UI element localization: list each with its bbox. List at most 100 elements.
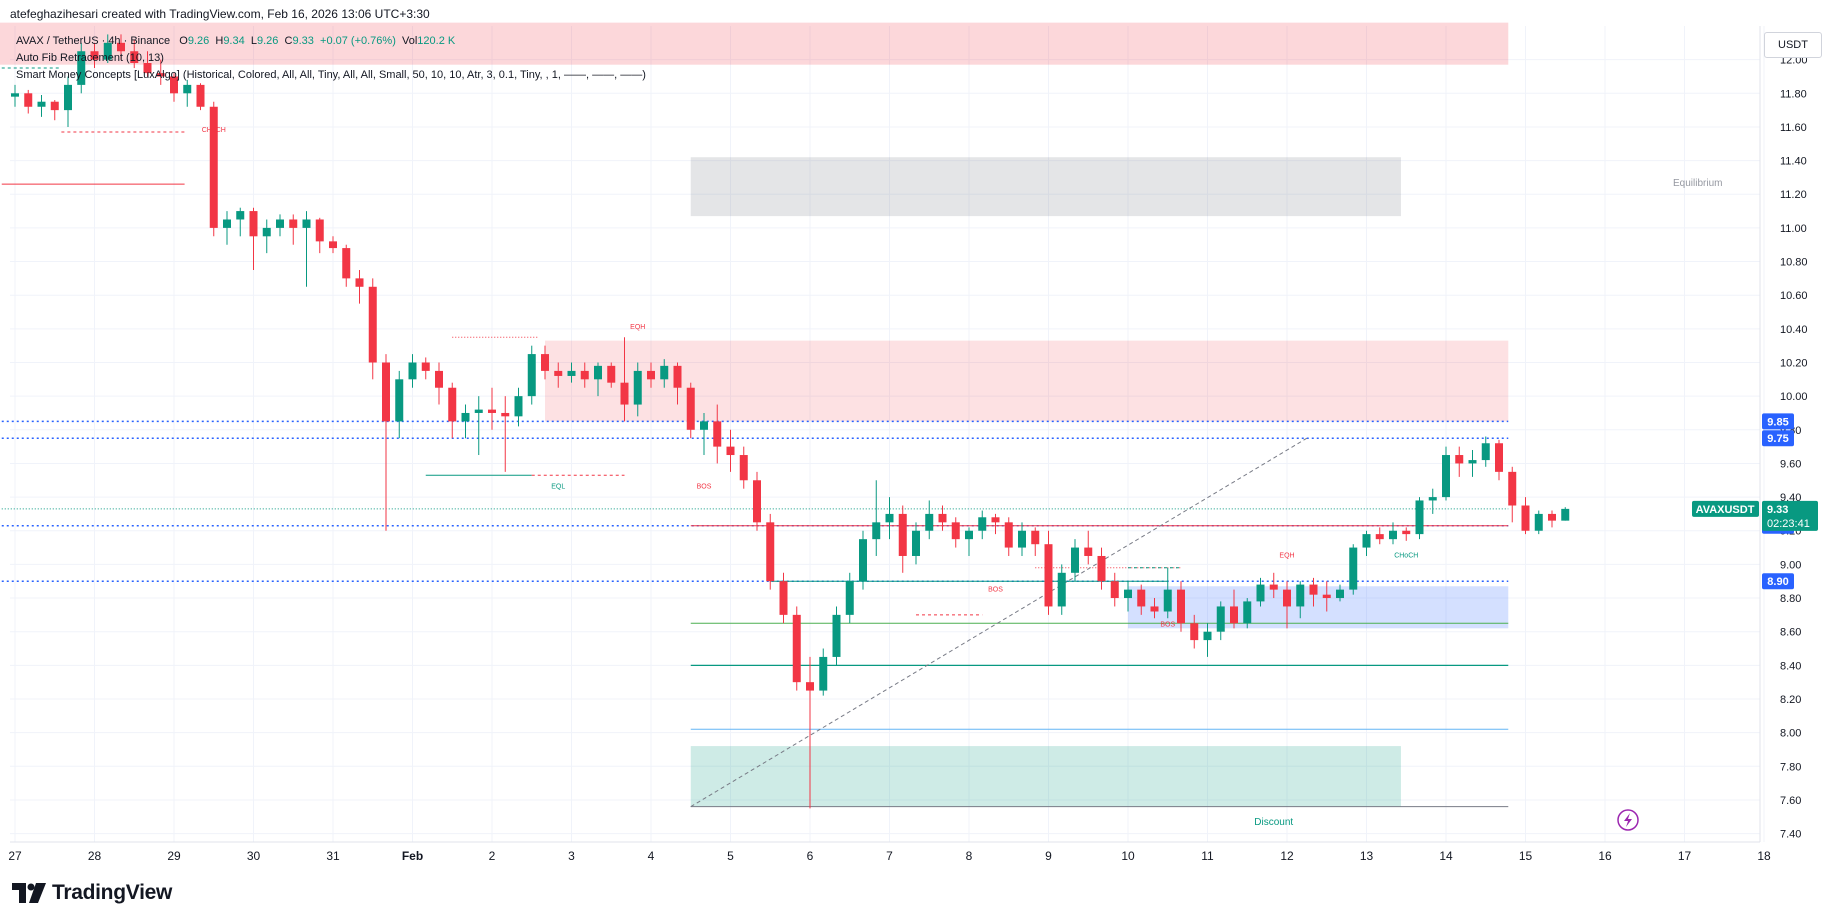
currency-unit[interactable]: USDT [1764,32,1822,58]
indicator-fib[interactable]: Auto Fib Retracement (10, 13) [16,52,164,64]
candle [1110,572,1119,607]
candle [660,359,669,388]
indicator-smc[interactable]: Smart Money Concepts [LuxAlgo] (Historic… [16,69,646,81]
candle-body [156,73,165,77]
y-tick-label: 7.80 [1780,761,1801,773]
candle [1349,544,1358,595]
candle [1269,572,1278,599]
candle [1057,564,1066,615]
x-tick-label: 16 [1598,849,1612,863]
y-tick-label: 7.40 [1780,829,1801,841]
candle [806,656,814,809]
candles [11,34,1570,809]
annotation-label: BOS [1160,622,1175,629]
price-tag: 9.85 [1762,413,1794,430]
candle-body [620,382,629,405]
candle-body [77,51,86,85]
x-tick-label: 2 [489,849,496,863]
candle [1190,614,1199,649]
candle-body [859,539,867,582]
candle [527,345,536,405]
candle-body [766,522,775,582]
candle-body [223,219,231,228]
candle [1097,547,1106,590]
candle [262,219,271,254]
y-tick-label: 9.00 [1780,559,1801,571]
x-tick-label: 31 [326,849,340,863]
candle [1521,497,1530,535]
candle [607,362,616,388]
current-price-bg [1762,500,1818,531]
candle [236,207,245,237]
candle-body [872,522,881,540]
candle [1256,577,1265,607]
candle-body [660,365,669,380]
current-price-label: 9.33 [1767,504,1788,516]
candle-body [315,219,324,242]
candle [898,505,907,573]
y-tick-label: 7.60 [1780,795,1801,807]
y-tick-label: 10.00 [1780,391,1808,403]
brand-name: TradingView [52,881,173,904]
candle-body [130,51,139,64]
annotation-label: Discount [1254,817,1293,828]
y-tick-label: 8.40 [1780,660,1801,672]
symbol-name[interactable]: AVAX / TetherUS · 4h · Binance [16,35,171,47]
candle-body [1256,584,1265,602]
candle [1177,581,1185,632]
candle-body [1362,534,1371,548]
candle [130,39,139,69]
candle [726,429,735,472]
candle [435,362,443,405]
candle [885,497,894,540]
tradingview-logo[interactable]: TradingView [12,880,172,906]
candle [647,362,655,388]
candle-body [1124,589,1132,599]
candle-body [1415,500,1424,535]
candle-body [594,365,602,380]
x-tick-label: 28 [88,849,102,863]
candle [395,370,404,439]
x-axis: 27 28 29 30 31 Feb 2 3 4 5 6 7 8 9 10 11 12 13 14 15 16 17 18 [8,849,1771,863]
candle-body [1508,471,1517,506]
candle-body [1269,584,1278,590]
candle [1415,497,1424,540]
candle [276,214,284,237]
candle-body [514,396,523,417]
candle-body [647,370,655,380]
y-tick-label: 11.60 [1780,122,1807,134]
candle-body [209,106,218,228]
candle-body [183,84,192,94]
candle [554,362,563,388]
candle-body [713,421,722,447]
candle-body [673,365,682,388]
y-tick-label: 9.60 [1780,458,1801,470]
candle [408,354,417,388]
alert-icon[interactable] [1617,809,1639,831]
candle [461,404,470,439]
y-axis: 12.0011.8011.6011.4011.2011.0010.8010.60… [1780,55,1808,841]
candle [700,412,708,456]
fib-trend-line [690,437,1308,808]
candle-body [501,412,510,417]
candle-body [1216,606,1225,632]
candle [474,396,483,456]
candle-body [1521,505,1530,531]
candle-body [11,93,19,97]
y-tick-label: 10.20 [1780,357,1808,369]
candle [1230,589,1238,629]
candle-body [527,354,536,397]
candle [1481,436,1490,467]
y-tick-label: 11.20 [1780,189,1807,201]
candle-body [1283,589,1291,607]
candle-body [1468,460,1477,464]
candle-body [1402,530,1411,535]
candle [1163,567,1172,619]
candle [1203,623,1212,657]
candle-body [951,522,960,540]
candle-body [1177,589,1185,624]
candle-body [90,51,99,60]
candle-body [567,370,576,376]
candle-body [925,513,934,531]
